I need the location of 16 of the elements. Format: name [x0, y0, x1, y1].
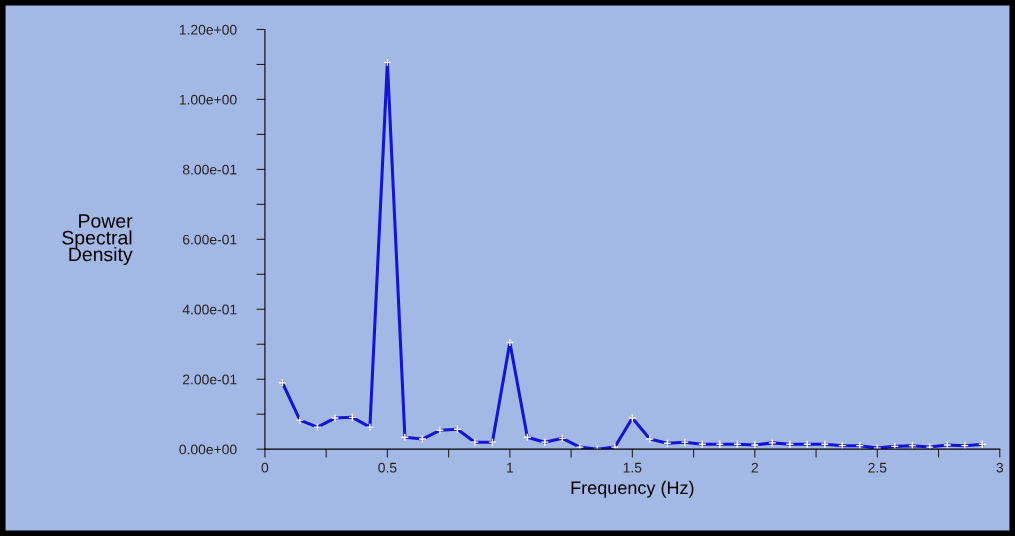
y-tick-label: 1.00e+00	[179, 94, 237, 105]
x-axis-title: Frequency (Hz)	[571, 480, 694, 498]
x-tick-label: 1.5	[623, 462, 642, 473]
x-tick-label: 1	[507, 462, 514, 473]
x-tick-label: 2	[751, 462, 758, 473]
x-tick-label: 0.5	[378, 462, 397, 473]
y-tick-label: 6.00e-01	[183, 234, 237, 245]
y-tick-label: 2.00e-01	[183, 374, 237, 385]
x-tick-label: 0	[261, 462, 269, 473]
y-tick-label: 0.00e+00	[179, 444, 237, 455]
y-tick-label: 8.00e-01	[182, 164, 237, 175]
x-tick-label: 3	[996, 462, 1004, 473]
y-axis-title: Power Spectral Density	[62, 214, 133, 266]
x-tick-label: 2.5	[868, 462, 887, 473]
y-tick-label: 1.20e+00	[179, 24, 237, 35]
y-tick-label: 4.00e-01	[182, 304, 237, 315]
